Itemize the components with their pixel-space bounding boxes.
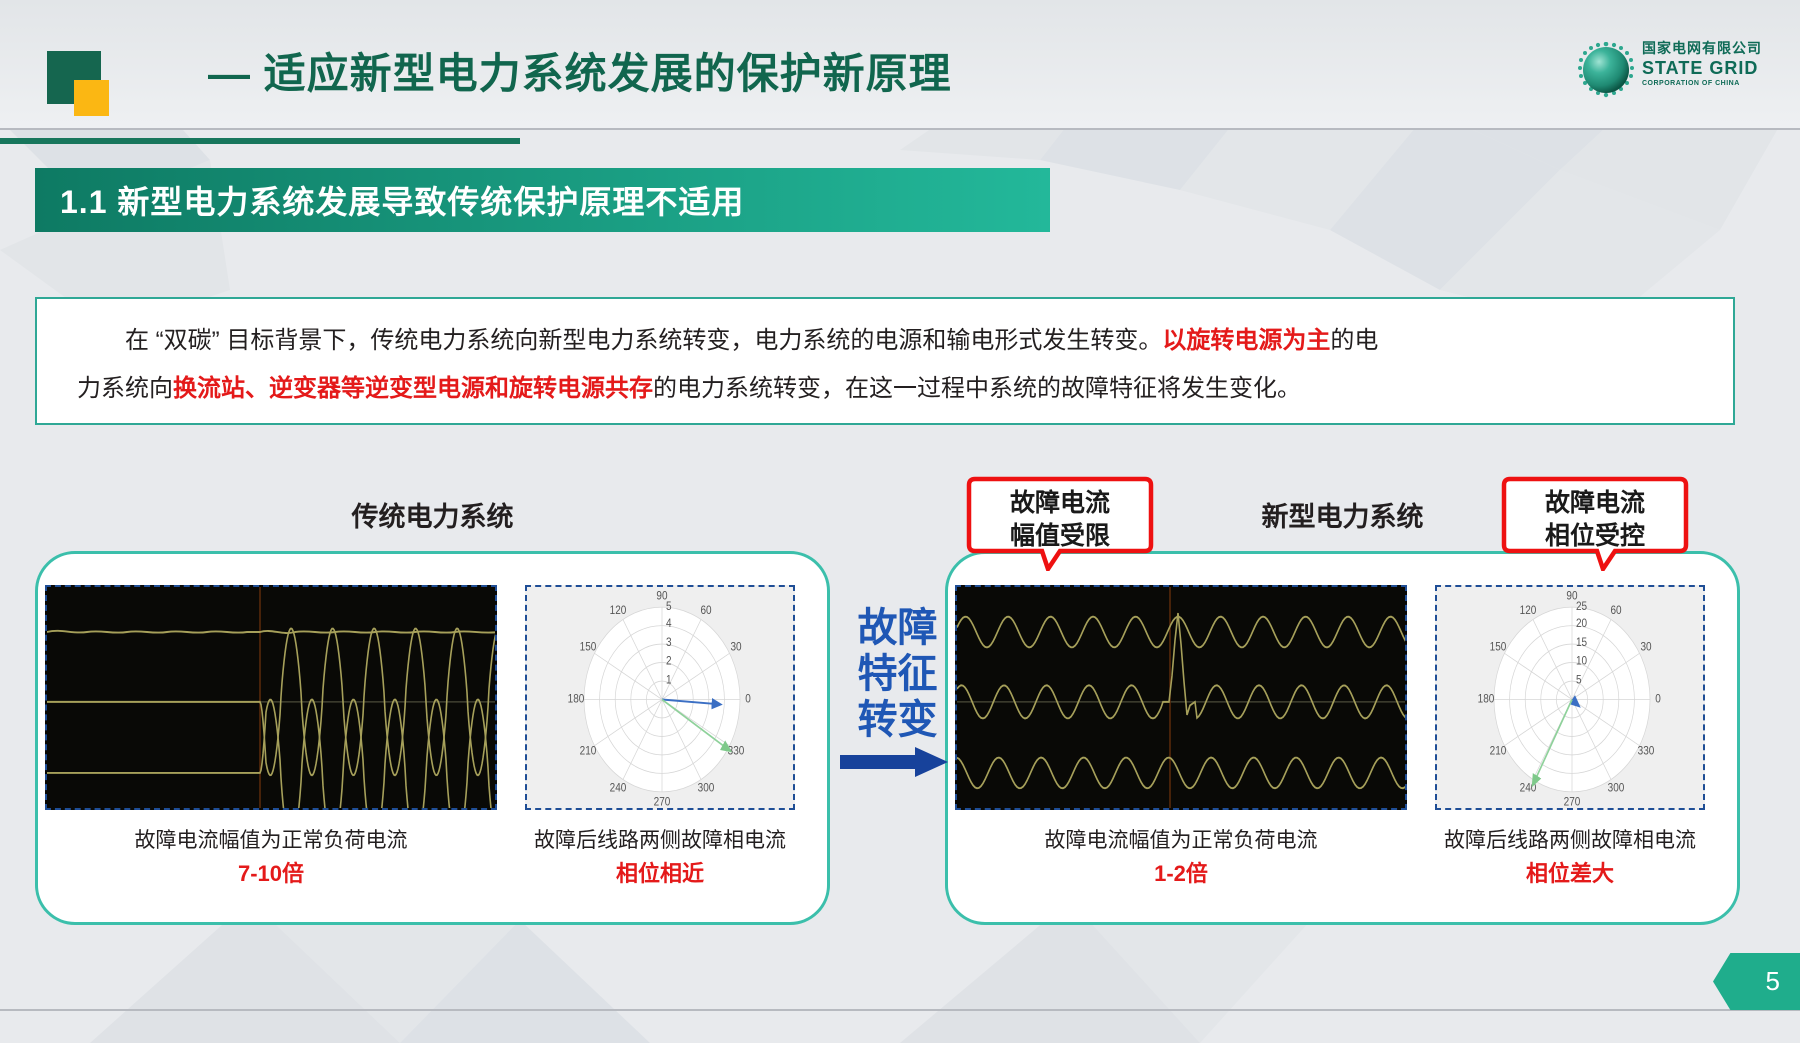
svg-text:60: 60 [1610, 604, 1621, 617]
svg-text:180: 180 [1478, 693, 1495, 706]
svg-text:4: 4 [666, 617, 672, 630]
svg-text:0: 0 [1655, 693, 1661, 706]
svg-text:0: 0 [745, 693, 751, 706]
svg-text:2: 2 [666, 655, 672, 668]
svg-text:20: 20 [1576, 617, 1587, 630]
svg-text:150: 150 [1490, 641, 1507, 654]
svg-text:3: 3 [666, 636, 672, 649]
svg-text:240: 240 [610, 782, 627, 795]
svg-text:240: 240 [1520, 782, 1537, 795]
svg-text:300: 300 [698, 782, 715, 795]
svg-text:30: 30 [730, 641, 741, 654]
svg-text:30: 30 [1640, 641, 1651, 654]
svg-text:150: 150 [580, 641, 597, 654]
svg-text:120: 120 [610, 604, 627, 617]
svg-text:15: 15 [1576, 636, 1587, 649]
svg-text:10: 10 [1576, 655, 1587, 668]
svg-text:5: 5 [1576, 674, 1582, 687]
svg-text:5: 5 [666, 601, 672, 614]
svg-text:330: 330 [1638, 745, 1655, 758]
svg-text:60: 60 [700, 604, 711, 617]
svg-text:300: 300 [1608, 782, 1625, 795]
svg-text:330: 330 [728, 745, 745, 758]
svg-text:210: 210 [1490, 745, 1507, 758]
svg-text:180: 180 [568, 693, 585, 706]
svg-text:25: 25 [1576, 601, 1587, 614]
svg-text:210: 210 [580, 745, 597, 758]
svg-text:270: 270 [1564, 796, 1581, 809]
svg-text:1: 1 [666, 674, 672, 687]
svg-text:120: 120 [1520, 604, 1537, 617]
svg-text:270: 270 [654, 796, 671, 809]
